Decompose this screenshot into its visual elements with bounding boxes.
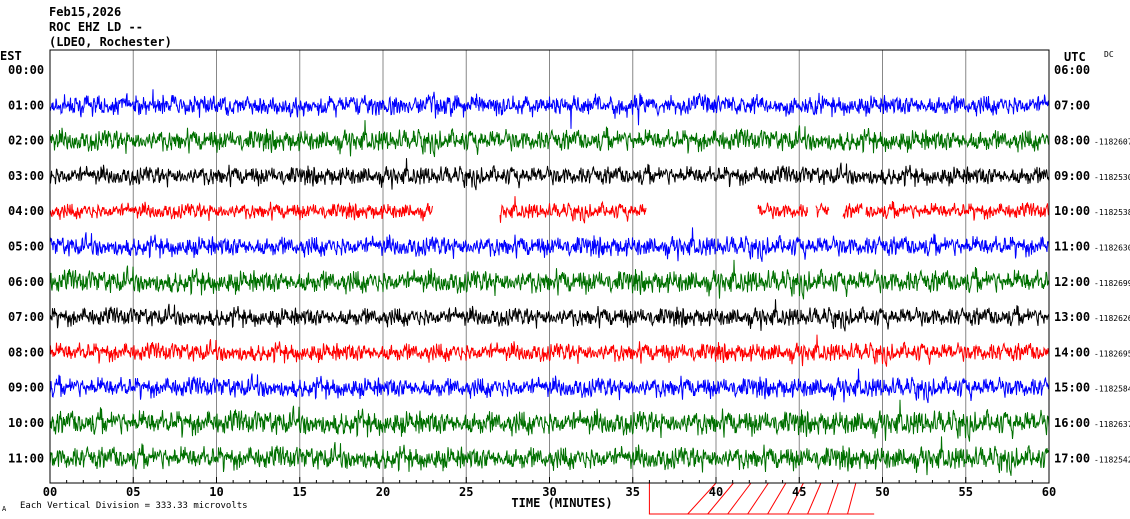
y-labels: 00:00 06:00 01:00 07:00 02:00 08:00 -1182607 03… bbox=[8, 63, 1130, 465]
annotation-tick bbox=[807, 482, 822, 515]
dc-offset-label: -1182699 bbox=[1094, 279, 1130, 288]
utc-hour-label: 12:00 bbox=[1054, 275, 1090, 289]
annotation-tick bbox=[727, 482, 752, 515]
est-hour-label: 05:00 bbox=[8, 240, 44, 254]
x-tick-label: 60 bbox=[1042, 485, 1056, 499]
trace-hour-1000 bbox=[49, 399, 1050, 442]
x-tick-label: 30 bbox=[542, 485, 556, 499]
x-axis-title: TIME (MINUTES) bbox=[511, 496, 612, 510]
est-hour-label: 06:00 bbox=[8, 275, 44, 289]
x-tick-label: 20 bbox=[376, 485, 390, 499]
est-hour-label: 09:00 bbox=[8, 381, 44, 395]
annotation-tick bbox=[687, 482, 717, 515]
dc-offset-label: -1182630 bbox=[1094, 244, 1130, 253]
est-hour-label: 04:00 bbox=[8, 204, 44, 218]
trace-hour-0500 bbox=[49, 227, 1050, 262]
footer-mark: A bbox=[2, 505, 7, 513]
left-zone-label: EST bbox=[0, 49, 22, 63]
date-label: Feb15,2026 bbox=[49, 5, 122, 19]
x-tick-label: 50 bbox=[875, 485, 889, 499]
annotation-tick bbox=[707, 482, 734, 515]
dc-label: DC bbox=[1104, 50, 1114, 59]
footer-note: Each Vertical Division = 333.33 microvol… bbox=[20, 501, 248, 511]
est-hour-label: 01:00 bbox=[8, 98, 44, 112]
est-hour-label: 02:00 bbox=[8, 134, 44, 148]
est-hour-label: 11:00 bbox=[8, 451, 44, 465]
utc-hour-label: 16:00 bbox=[1054, 416, 1090, 430]
utc-hour-label: 09:00 bbox=[1054, 169, 1090, 183]
x-tick-label: 45 bbox=[792, 485, 806, 499]
annotation-tick bbox=[827, 482, 839, 515]
x-tick-label: 25 bbox=[459, 485, 473, 499]
utc-hour-label: 07:00 bbox=[1054, 98, 1090, 112]
right-zone-label: UTC bbox=[1064, 50, 1086, 64]
est-hour-label: 10:00 bbox=[8, 416, 44, 430]
dc-offset-label: -1182584 bbox=[1094, 385, 1130, 394]
dc-offset-label: -1182607 bbox=[1094, 138, 1130, 147]
trace-hour-0900 bbox=[49, 368, 1050, 404]
utc-hour-label: 10:00 bbox=[1054, 204, 1090, 218]
dc-offset-label: -1182695 bbox=[1094, 349, 1130, 358]
network-label: (LDEO, Rochester) bbox=[49, 35, 172, 49]
utc-hour-label: 06:00 bbox=[1054, 63, 1090, 77]
station-label: ROC EHZ LD -- bbox=[49, 20, 143, 34]
trace-hour-0800 bbox=[49, 334, 1050, 367]
dc-offset-label: -1182530 bbox=[1094, 173, 1130, 182]
est-hour-label: 00:00 bbox=[8, 63, 44, 77]
dc-offset-label: -1182542 bbox=[1094, 455, 1130, 464]
x-tick-label: 00 bbox=[43, 485, 57, 499]
annotation-tick bbox=[767, 482, 787, 515]
event-annotation bbox=[648, 482, 875, 515]
x-tick-label: 35 bbox=[626, 485, 640, 499]
trace-hour-1100 bbox=[49, 436, 1050, 476]
x-tick-label: 15 bbox=[293, 485, 307, 499]
dc-offset-label: -1182626 bbox=[1094, 314, 1130, 323]
annotation-bracket bbox=[648, 483, 875, 515]
trace-hour-0200 bbox=[49, 120, 1050, 158]
plot-frame bbox=[49, 49, 1050, 484]
utc-hour-label: 08:00 bbox=[1054, 134, 1090, 148]
est-hour-label: 08:00 bbox=[8, 345, 44, 359]
trace-hour-0700 bbox=[49, 299, 1050, 332]
utc-hour-label: 11:00 bbox=[1054, 240, 1090, 254]
x-tick-label: 55 bbox=[959, 485, 973, 499]
annotation-tick bbox=[787, 482, 804, 515]
x-tick-label: 40 bbox=[709, 485, 723, 499]
utc-hour-label: 14:00 bbox=[1054, 345, 1090, 359]
utc-hour-label: 13:00 bbox=[1054, 310, 1090, 324]
dc-offset-label: -1182637 bbox=[1094, 420, 1130, 429]
trace-hour-0400 bbox=[49, 196, 1050, 224]
utc-hour-label: 15:00 bbox=[1054, 381, 1090, 395]
trace-hour-0100 bbox=[49, 89, 1050, 129]
annotation-tick bbox=[847, 482, 857, 515]
est-hour-label: 03:00 bbox=[8, 169, 44, 183]
x-tick-label: 05 bbox=[126, 485, 140, 499]
trace-hour-0600 bbox=[49, 259, 1050, 300]
annotation-tick bbox=[747, 482, 769, 515]
x-tick-label: 10 bbox=[209, 485, 223, 499]
traces bbox=[49, 89, 1050, 476]
x-tick-labels: 00 05 10 15 20 25 30 35 40 45 50 55 60 bbox=[43, 485, 1056, 499]
est-hour-label: 07:00 bbox=[8, 310, 44, 324]
utc-hour-label: 17:00 bbox=[1054, 451, 1090, 465]
trace-hour-0300 bbox=[49, 158, 1050, 191]
dc-offset-label: -1182538 bbox=[1094, 208, 1130, 217]
